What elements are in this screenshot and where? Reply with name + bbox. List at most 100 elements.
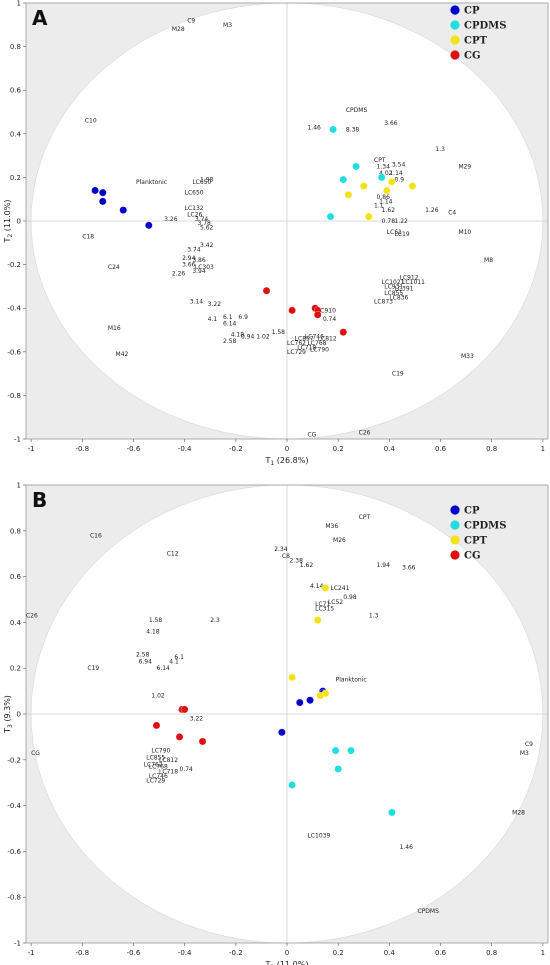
variable-label: 3.94	[192, 268, 206, 275]
x-tick-label: 0.4	[384, 949, 396, 957]
variable-label: Planktonic	[136, 179, 167, 186]
variable-label: 1.62	[382, 207, 396, 214]
panel-label: A	[32, 6, 48, 30]
variable-label: M33	[461, 353, 474, 360]
y-axis-title-main: T	[3, 237, 12, 243]
variable-label: C9	[187, 17, 195, 24]
panel-label: B	[32, 488, 47, 512]
legend-label-cp: CP	[464, 506, 480, 517]
variable-label: 2.94	[182, 255, 196, 262]
variable-label: LC729	[146, 777, 165, 784]
variable-label: 1.1	[374, 203, 384, 210]
variable-label: LC790	[151, 748, 170, 755]
y-tick-label: -0.6	[7, 348, 21, 356]
y-tick-label: 0.4	[10, 130, 22, 138]
x-tick-label: -0.6	[127, 445, 141, 453]
variable-label: 2.58	[136, 651, 150, 658]
data-point-cpdms	[326, 212, 335, 221]
variable-label: C16	[90, 532, 102, 539]
variable-label: 8.38	[346, 126, 360, 133]
variable-label: 2.38	[290, 558, 304, 565]
variable-label: CPDMS	[418, 908, 440, 915]
variable-label: 1.14	[389, 170, 403, 177]
data-point-cpt	[316, 691, 325, 700]
variable-label: 0.86	[377, 194, 391, 201]
data-point-cpt	[288, 673, 296, 682]
x-tick-label: -0.2	[229, 949, 243, 957]
variable-label: 1.62	[300, 562, 314, 569]
variable-label: 6.1	[174, 654, 184, 661]
x-axis-title-main: T	[265, 960, 271, 965]
variable-label: 4.02	[379, 170, 393, 177]
data-point-cpt	[313, 616, 322, 624]
variable-label: C12	[167, 551, 179, 558]
x-tick-label: 0.2	[333, 445, 344, 453]
variable-label: LC718	[159, 768, 178, 775]
variable-label: LC873	[374, 299, 393, 306]
variable-label: LC718	[297, 344, 316, 351]
legend-marker-cpdms	[450, 20, 460, 30]
variable-label: LC768	[307, 340, 326, 347]
variable-label: 6.94	[139, 658, 153, 665]
variable-label: Planktonic	[336, 677, 367, 684]
variable-label: LC836	[389, 294, 408, 301]
y-tick-label: -0.8	[7, 392, 21, 400]
variable-label: CG	[31, 750, 40, 757]
variable-label: C18	[82, 233, 94, 240]
variable-label: LC855	[146, 755, 165, 762]
variable-label: LC1021	[382, 279, 405, 286]
variable-label: 3.74	[195, 216, 209, 223]
x-tick-label: -0.8	[75, 445, 89, 453]
y-axis-title-sub: 3	[7, 724, 14, 728]
variable-label: 4.18	[231, 331, 245, 338]
variable-label: LC746	[149, 773, 168, 780]
chart-panel-a: -1 -0.8 -0.6 -0.4 -0.2 0 0.2 0.4 0.6 0.8 1 -1 -0.8 -0…	[3, 0, 549, 467]
data-point-cp	[99, 188, 107, 197]
x-axis-title: T2 (11.0%)	[265, 960, 309, 965]
variable-label: 3.86	[192, 257, 206, 264]
variable-label: LC52	[328, 599, 343, 606]
x-tick-label: -0.2	[229, 445, 243, 453]
y-tick-label: 0	[17, 218, 21, 226]
y-tick-label: -0.6	[7, 848, 21, 856]
variable-label: 1.22	[394, 218, 408, 225]
variable-label: C19	[392, 371, 404, 378]
legend-marker-cg	[450, 550, 460, 560]
variable-label: C19	[87, 665, 99, 672]
variable-label: 4.1	[169, 658, 179, 665]
variable-label: 4.18	[146, 629, 160, 636]
y-axis-title-rest: (9.3%)	[3, 695, 12, 724]
y-tick-label: 0.8	[10, 527, 21, 535]
variable-label: LC729	[287, 349, 306, 356]
x-axis-title-rest: (26.8%)	[274, 456, 308, 465]
data-point-cg	[175, 733, 184, 741]
legend-marker-cp	[450, 5, 460, 15]
variable-label: 4.1	[208, 316, 218, 323]
variable-label: 3.22	[208, 301, 222, 308]
variable-label: C910	[320, 307, 336, 314]
legend-label-cg: CG	[464, 551, 481, 562]
variable-label: 3.66	[182, 262, 196, 269]
variable-label: 3.26	[164, 216, 178, 223]
data-point-cpdms	[377, 173, 386, 182]
variable-label: 0.98	[343, 594, 357, 601]
variable-label: 2.3	[210, 617, 220, 624]
x-tick-label: 1	[541, 445, 545, 453]
variable-label: LC61	[387, 229, 402, 236]
variable-label: 0.74	[180, 766, 194, 773]
legend-marker-cpt	[450, 535, 460, 545]
y-tick-label: 0.2	[10, 665, 21, 673]
legend-label-cpt: CPT	[464, 36, 487, 47]
y-tick-label: 1	[17, 482, 21, 490]
variable-label: 6.14	[157, 665, 171, 672]
y-tick-label: 0.2	[10, 174, 21, 182]
variable-label: C26	[359, 429, 371, 436]
data-point-cpdms	[334, 765, 342, 773]
y-tick-label: 0	[17, 711, 21, 719]
variable-label: 0.78	[382, 218, 396, 225]
variable-label: CPDMS	[346, 107, 368, 114]
variable-label: LC912	[400, 275, 419, 282]
data-point-cg	[339, 328, 348, 336]
variable-label: LC315	[315, 606, 334, 613]
